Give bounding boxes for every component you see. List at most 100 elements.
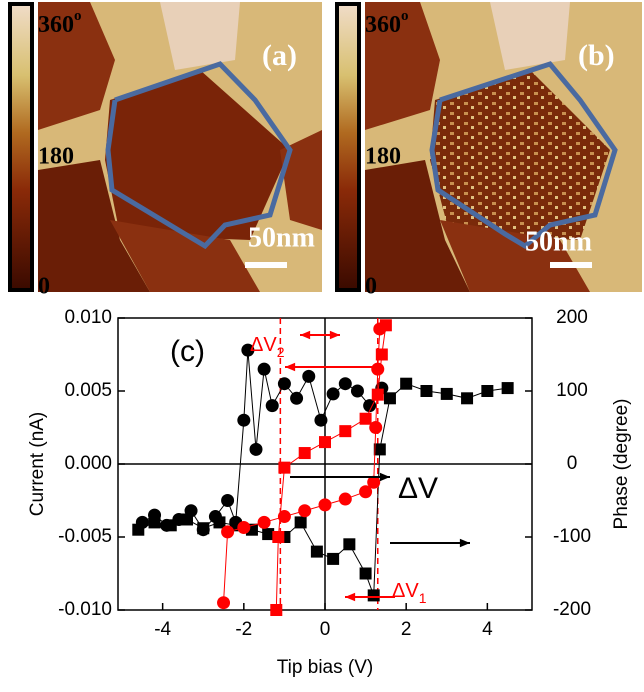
- data-point: [350, 384, 364, 398]
- y-tick-label: 0.010: [64, 307, 112, 328]
- colorbar-max: 360o: [365, 8, 409, 37]
- x-tick-label: -2: [235, 619, 252, 640]
- data-point: [277, 510, 291, 524]
- data-point: [294, 516, 307, 529]
- data-point: [319, 436, 331, 449]
- data-point: [501, 382, 514, 395]
- data-point: [197, 522, 210, 535]
- colorbar-min: 0: [38, 274, 50, 300]
- colorbar-min: 0: [365, 274, 377, 300]
- panel-label: (b): [578, 39, 615, 72]
- colorbar-max: 360o: [38, 8, 82, 37]
- data-point: [371, 388, 384, 401]
- data-point: [272, 531, 285, 543]
- data-point: [343, 538, 356, 551]
- data-point: [359, 485, 373, 499]
- data-point: [278, 461, 291, 474]
- data-point: [461, 392, 474, 405]
- annotation-subscript: 1: [419, 590, 427, 606]
- data-point: [164, 519, 177, 532]
- data-point: [327, 552, 340, 565]
- data-point: [375, 348, 388, 361]
- annotation-text: ΔV: [392, 580, 419, 602]
- image-labels: 360o 180 0 360o 180 0 (a) (b) 50nm 50nm: [38, 8, 615, 299]
- series-line: [275, 325, 387, 611]
- data-point: [314, 413, 328, 427]
- data-point: [359, 567, 372, 580]
- data-point: [326, 387, 340, 401]
- data-point: [369, 421, 383, 434]
- arrow-head: [345, 592, 356, 602]
- image-b: [335, 2, 642, 292]
- data-point: [338, 377, 352, 391]
- y-tick-label: -0.005: [58, 526, 112, 547]
- data-point: [440, 387, 453, 400]
- data-point: [181, 513, 193, 526]
- data-point: [217, 596, 231, 610]
- y2-tick-label: 100: [556, 380, 588, 401]
- data-point: [363, 399, 377, 413]
- data-point: [241, 343, 255, 357]
- x-tick-label: 2: [401, 619, 412, 640]
- colorbar-mid: 180: [365, 144, 401, 170]
- data-point: [481, 385, 494, 397]
- data-point: [265, 399, 279, 413]
- data-point: [257, 515, 271, 529]
- y-axis-label: Current (nA): [27, 412, 48, 517]
- data-point: [302, 369, 316, 383]
- x-tick-label: 4: [482, 619, 493, 640]
- data-point: [249, 442, 263, 456]
- y-tick-label: 0.000: [64, 453, 112, 474]
- y2-tick-label: -100: [553, 526, 591, 547]
- data-point: [318, 498, 332, 512]
- data-point: [420, 385, 433, 397]
- data-point: [213, 516, 226, 529]
- y-tick-label: 0.005: [64, 380, 112, 401]
- data-point: [262, 528, 275, 541]
- colorbar-mid: 180: [38, 144, 74, 170]
- data-point: [221, 494, 235, 507]
- data-point: [383, 392, 396, 405]
- data-point: [257, 362, 271, 376]
- annotation-text: ΔV: [250, 334, 277, 356]
- x-tick-label: -4: [154, 619, 171, 640]
- data-point: [298, 504, 312, 518]
- arrow-head: [459, 538, 470, 548]
- data-point: [400, 377, 413, 390]
- data-point: [367, 475, 381, 489]
- panel-label: (a): [262, 39, 297, 72]
- panel-label: (c): [170, 335, 205, 368]
- data-point: [290, 391, 304, 405]
- delta-v: ΔV: [398, 472, 438, 505]
- y2-tick-label: 0: [567, 453, 578, 474]
- arrow-head: [379, 472, 390, 482]
- data-point: [338, 492, 352, 506]
- scale-bar-label: 50nm: [248, 222, 315, 253]
- data-point: [359, 412, 372, 425]
- scale-bar-label: 50nm: [525, 226, 592, 257]
- annotation-subscript: 2: [277, 344, 285, 360]
- arrow-head: [285, 362, 296, 372]
- data-point: [373, 443, 386, 456]
- data-point: [270, 604, 283, 616]
- data-point: [298, 447, 311, 460]
- data-point: [245, 523, 258, 536]
- x-tick-label: 0: [320, 619, 331, 640]
- y2-axis-label: Phase (degree): [611, 399, 632, 530]
- data-point: [221, 525, 235, 539]
- data-point: [371, 362, 385, 376]
- x-axis-label: Tip bias (V): [277, 657, 373, 678]
- y-tick-label: -0.010: [58, 599, 112, 620]
- data-point: [148, 516, 161, 529]
- data-point: [237, 413, 251, 427]
- data-point: [132, 523, 145, 536]
- data-point: [339, 425, 352, 438]
- data-point: [367, 589, 380, 602]
- image-a: [8, 2, 322, 292]
- data-point: [310, 545, 323, 558]
- data-point: [277, 377, 291, 391]
- delta-v2: ΔV2: [250, 334, 285, 359]
- delta-v1: ΔV1: [392, 580, 427, 605]
- arrow-head: [329, 330, 340, 340]
